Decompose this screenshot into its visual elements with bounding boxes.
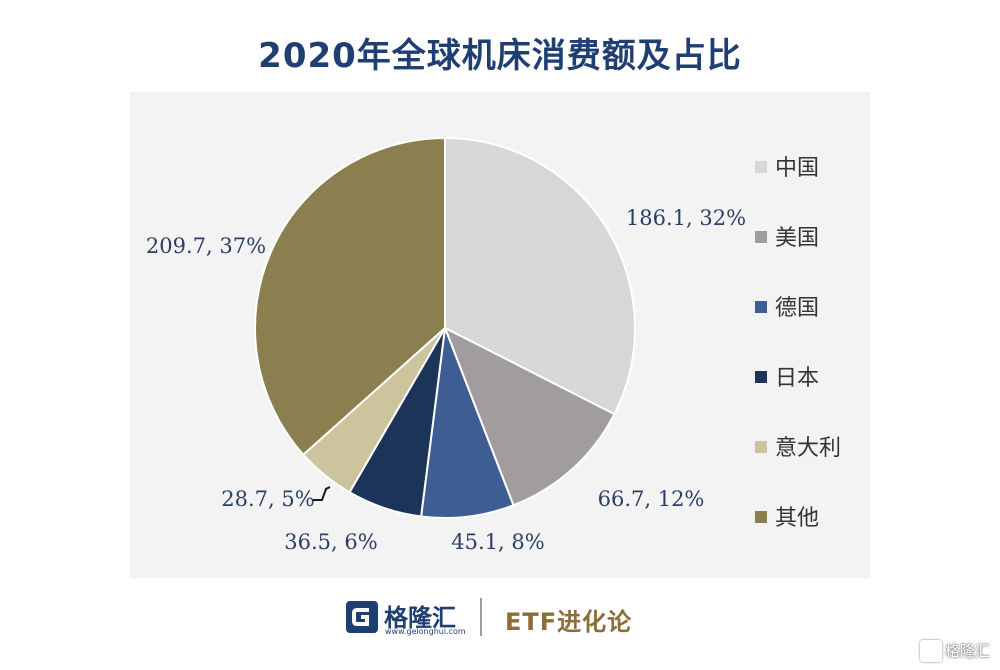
legend-label-1: 美国 [775,226,819,251]
data-label-1: 66.7, 12% [598,487,705,511]
legend-swatch-3 [755,371,767,383]
legend-label-4: 意大利 [775,436,841,461]
legend-swatch-4 [755,441,767,453]
logo-name: 格隆汇 [384,604,456,632]
footer-divider [480,598,482,636]
brand-name: ETF进化论 [505,608,633,636]
pie-slice-1 [443,325,616,507]
watermark: 格隆汇 [919,639,990,662]
data-label-5: 209.7, 37% [146,234,266,258]
chart-title: 2020年全球机床消费额及占比 [258,36,742,76]
watermark-logo-icon [919,639,942,662]
legend-label-2: 德国 [775,296,819,321]
data-label-2: 45.1, 8% [451,530,544,554]
pie-slice-0 [444,136,636,416]
watermark-text: 格隆汇 [944,642,990,660]
data-label-0: 186.1, 32% [626,206,746,230]
pie-data-labels: 186.1, 32% 66.7, 12% 45.1, 8% 36.5, 6% 28.7,… [146,206,746,554]
gelonghui-logo-icon [346,601,378,633]
legend-label-0: 中国 [775,156,819,181]
label-leader-line [313,486,331,501]
footer: 格隆汇 www.gelonghui.com ETF进化论 [0,596,1000,646]
data-label-3: 36.5, 6% [284,530,377,554]
legend-swatch-2 [755,301,767,313]
legend-swatch-5 [755,511,767,523]
chart-panel: 186.1, 32% 66.7, 12% 45.1, 8% 36.5, 6% 28.7,… [130,92,870,578]
legend-label-5: 其他 [775,506,819,531]
legend-label-3: 日本 [775,366,819,391]
logo-url: www.gelonghui.com [385,627,466,636]
legend-swatch-0 [755,161,767,173]
pie-slices [254,136,636,519]
pie-chart: 186.1, 32% 66.7, 12% 45.1, 8% 36.5, 6% 28.7,… [146,136,841,554]
pie-slice-5 [254,136,446,457]
legend-swatch-1 [755,231,767,243]
pie-slice-2 [419,327,515,519]
data-label-4: 28.7, 5% [221,487,314,511]
